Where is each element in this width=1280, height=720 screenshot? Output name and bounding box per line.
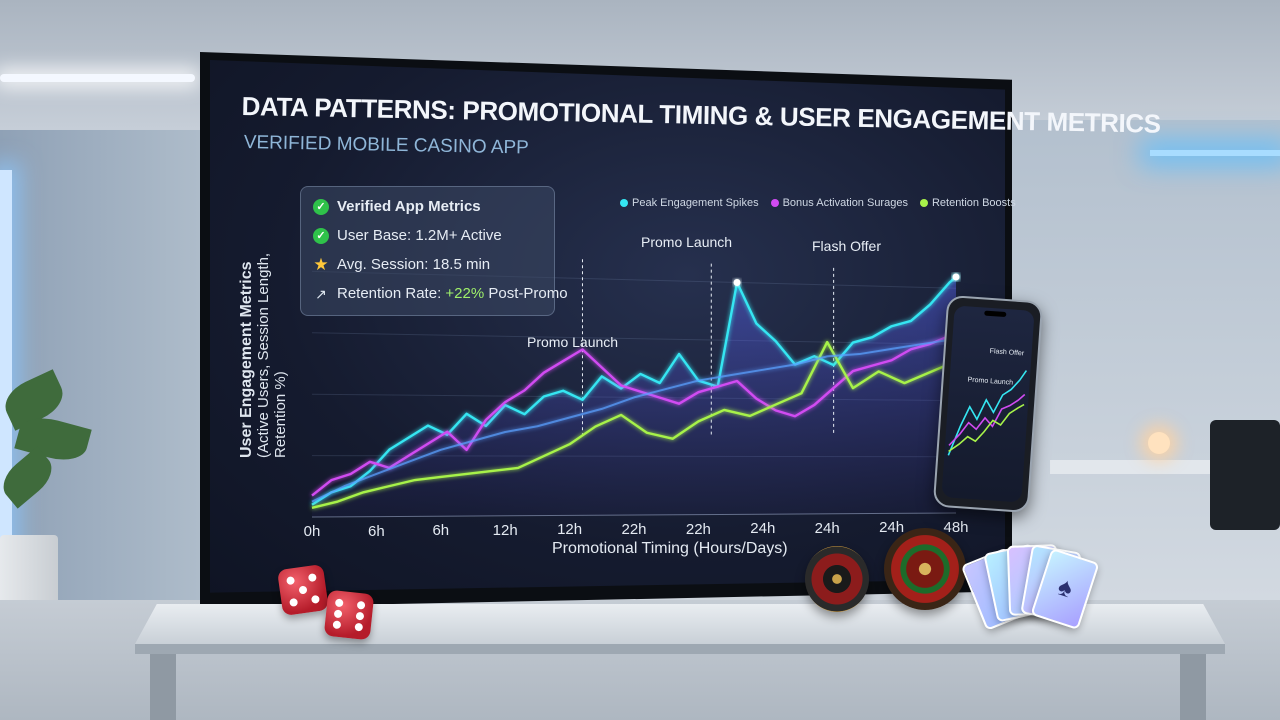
- x-axis-label: Promotional Timing (Hours/Days): [552, 540, 788, 557]
- check-icon: ✓: [313, 198, 329, 215]
- kpi-retention: Retention Rate: +22% Post-Promo: [337, 285, 568, 302]
- phone-mini-chart: [947, 370, 1028, 456]
- die-pip: [289, 597, 299, 607]
- kpi-retention-row: ↗ Retention Rate: +22% Post-Promo: [313, 285, 568, 302]
- wall-light: [1150, 150, 1280, 156]
- legend-swatch: [919, 199, 928, 207]
- x-tick-label: 0h: [303, 523, 321, 540]
- x-tick-label: 48h: [943, 519, 969, 536]
- kpi-heading: Verified App Metrics: [337, 198, 481, 215]
- dice: [277, 564, 329, 616]
- ceiling-light: [0, 74, 195, 82]
- y-axis-label-line2: (Active Users, Session Length, Retention…: [255, 252, 289, 458]
- kpi-panel: ✓ Verified App Metrics ✓ User Base: 1.2M…: [300, 186, 568, 316]
- kpi-avg-session: Avg. Session: 18.5 min: [337, 256, 491, 273]
- legend-swatch: [620, 199, 628, 207]
- legend-label: Retention Boosts: [931, 197, 1016, 209]
- die-pip: [355, 611, 365, 621]
- roulette-wheel: [805, 546, 869, 612]
- legend-item: Retention Boosts: [919, 197, 1016, 209]
- annotation-promo-launch: Promo Launch: [641, 234, 733, 250]
- legend-label: Peak Engagement Spikes: [632, 197, 759, 209]
- x-tick-label: 12h: [492, 521, 518, 539]
- die-pip: [354, 622, 364, 632]
- trend-up-icon: ↗: [315, 285, 327, 302]
- kpi-retention-value: +22%: [445, 285, 485, 302]
- phone-series-magenta: [948, 393, 1026, 446]
- phone-series-green: [948, 403, 1025, 453]
- x-tick-label: 22h: [685, 520, 711, 538]
- annotation-flash-offer: Flash Offer: [812, 238, 881, 254]
- office-chair: [1210, 420, 1280, 530]
- die-pip: [307, 573, 317, 583]
- phone-screen: Flash Offer Promo Launch: [941, 305, 1035, 503]
- desk-lamp: [1148, 432, 1170, 454]
- legend-swatch: [770, 199, 779, 207]
- x-tick-label: 22h: [621, 521, 647, 538]
- plant-pot: [0, 535, 58, 605]
- legend-item: Bonus Activation Surages: [770, 197, 908, 209]
- die-pip: [334, 598, 344, 608]
- y-axis-label-line1: User Engagement Metrics: [238, 261, 255, 458]
- check-icon: ✓: [313, 227, 329, 244]
- y-axis-label: User Engagement Metrics (Active Users, S…: [238, 218, 289, 458]
- kpi-user-base-row: ✓ User Base: 1.2M+ Active: [313, 227, 502, 244]
- kpi-retention-label: Retention Rate:: [337, 285, 446, 302]
- table-leg: [1180, 654, 1206, 720]
- x-tick-label: 24h: [814, 519, 840, 537]
- die-pip: [298, 585, 308, 595]
- star-icon: ★: [313, 254, 329, 274]
- x-axis-ticks: 0h 6h 6h 12h 12h 22h 22h 24h 24h 24h 48h: [300, 519, 970, 540]
- annotation-promo-launch: Promo Launch: [527, 334, 619, 350]
- x-tick-label: 12h: [557, 521, 583, 539]
- kpi-heading-row: ✓ Verified App Metrics: [313, 198, 481, 215]
- legend-item: Peak Engagement Spikes: [620, 197, 759, 209]
- die-pip: [333, 609, 343, 619]
- table-edge: [135, 644, 1225, 654]
- legend-label: Bonus Activation Surages: [782, 197, 908, 209]
- kpi-retention-suffix: Post-Promo: [484, 285, 568, 302]
- die-pip: [310, 594, 320, 604]
- dice: [323, 589, 375, 641]
- x-tick-label: 6h: [368, 522, 385, 540]
- die-pip: [332, 620, 342, 630]
- x-tick-label: 24h: [879, 519, 905, 537]
- phone-series-cyan: [947, 370, 1028, 456]
- die-pip: [356, 600, 366, 610]
- wall-light: [0, 170, 12, 590]
- table-leg: [150, 654, 176, 720]
- kpi-user-base: User Base: 1.2M+ Active: [337, 227, 502, 244]
- die-pip: [286, 576, 296, 586]
- glass-wall: [0, 130, 200, 600]
- chart-legend: Peak Engagement Spikes Bonus Activation …: [620, 197, 1016, 209]
- kpi-avg-session-row: ★ Avg. Session: 18.5 min: [313, 254, 491, 274]
- roulette-wheel: [884, 528, 966, 610]
- x-tick-label: 6h: [432, 522, 450, 540]
- x-tick-label: 24h: [750, 520, 776, 538]
- smartphone: Flash Offer Promo Launch: [932, 294, 1044, 514]
